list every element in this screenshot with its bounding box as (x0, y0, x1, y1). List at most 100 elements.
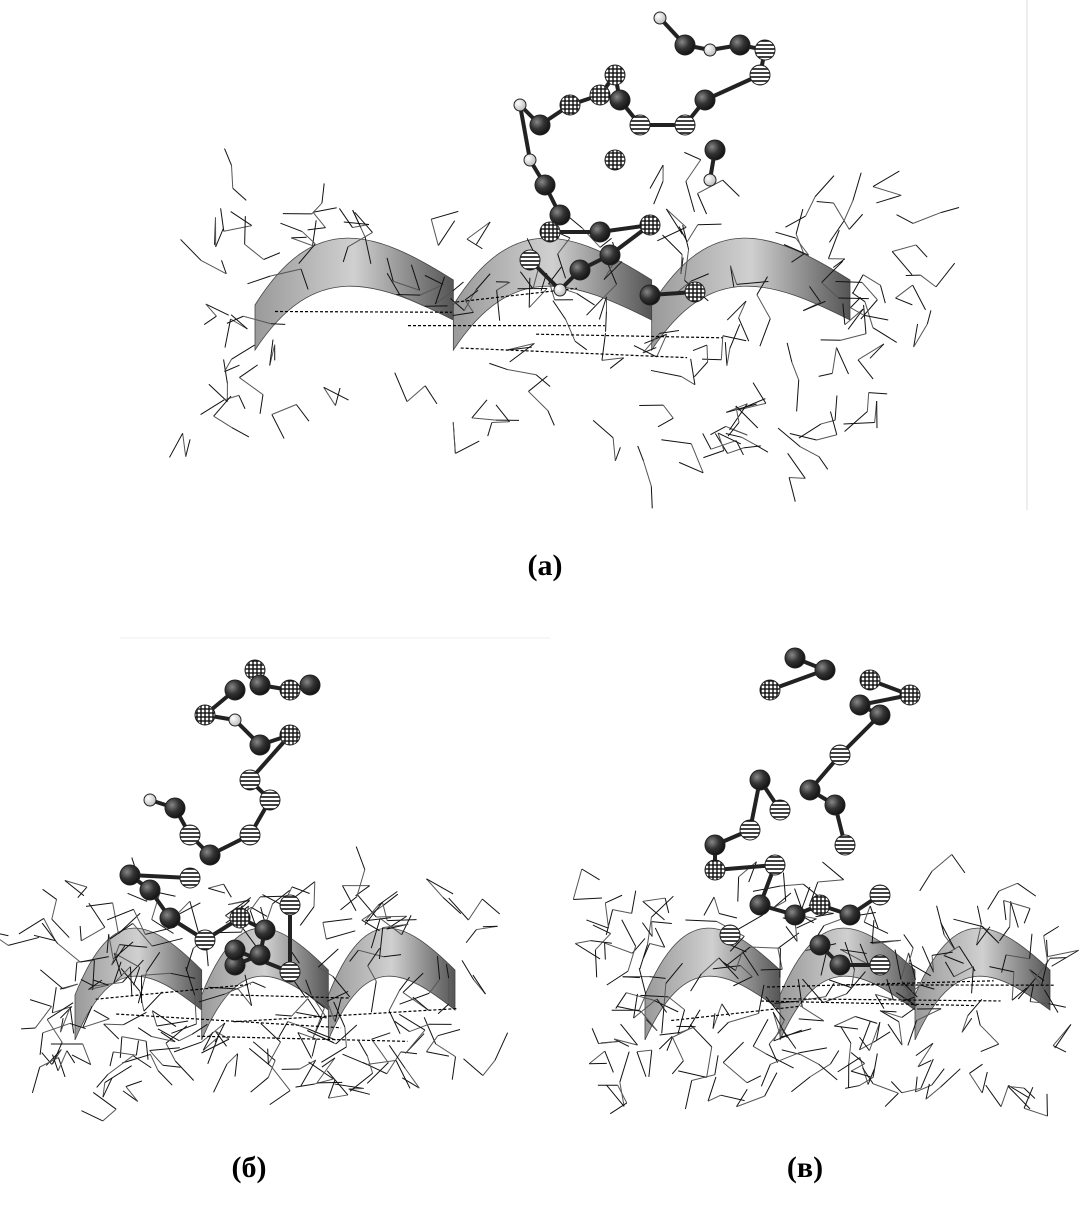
bond (962, 1016, 968, 1033)
atom (180, 868, 200, 888)
bond (313, 212, 325, 227)
bond (663, 405, 673, 418)
atom (705, 860, 725, 880)
atom (144, 794, 156, 806)
bond (67, 1051, 75, 1063)
bond (250, 897, 260, 911)
bond (245, 216, 246, 244)
atom (900, 685, 920, 705)
bond (553, 301, 566, 320)
bond (214, 1064, 227, 1092)
bond (780, 948, 781, 977)
bond (747, 1076, 761, 1083)
bond (727, 301, 746, 320)
bond (892, 245, 916, 252)
bond (136, 1041, 138, 1056)
bond (52, 899, 57, 919)
atom (870, 885, 890, 905)
bond (858, 360, 873, 379)
bond (1008, 1086, 1030, 1109)
bond (727, 349, 730, 366)
bond (489, 363, 507, 369)
bond (845, 412, 868, 432)
bond (606, 1085, 624, 1106)
bond (692, 1075, 715, 1081)
bond (452, 1057, 455, 1080)
atom (685, 282, 705, 302)
bond (356, 847, 365, 870)
bond (643, 901, 665, 919)
bond (800, 1054, 818, 1064)
bond (275, 1015, 291, 1016)
bond (661, 440, 691, 444)
atom (240, 825, 260, 845)
page: {"panels": [{"label": "(a)"}, {"label": … (0, 0, 1089, 1214)
bond (425, 386, 437, 404)
bond (413, 997, 428, 1010)
atom (195, 930, 215, 950)
atom (120, 865, 140, 885)
bond (396, 294, 420, 295)
bond (1049, 1004, 1066, 1008)
bond (8, 937, 39, 945)
bond (166, 1043, 175, 1061)
bond (1010, 901, 1011, 926)
bond (605, 943, 633, 953)
bond (704, 897, 714, 915)
bond (714, 897, 719, 914)
atom (530, 115, 550, 135)
bond (726, 426, 747, 435)
bond (453, 282, 464, 291)
bond (663, 235, 683, 254)
bond (206, 304, 229, 315)
atom (640, 285, 660, 305)
bond (317, 1082, 342, 1083)
bond (637, 1052, 646, 1077)
bond (832, 348, 836, 374)
bond (365, 905, 378, 921)
bond (160, 893, 176, 896)
bond (150, 1048, 180, 1051)
atom (835, 835, 855, 855)
bond (221, 208, 224, 231)
bond (654, 181, 663, 204)
atom (730, 35, 750, 55)
bond (791, 1077, 810, 1092)
bond (921, 1059, 933, 1088)
bond (953, 919, 982, 926)
bond (21, 1028, 35, 1029)
atom (750, 895, 770, 915)
bond (836, 348, 848, 375)
bond (831, 1051, 839, 1064)
atom (860, 670, 880, 690)
atom (675, 115, 695, 135)
bond (916, 1043, 933, 1055)
bond (686, 181, 695, 211)
hydrogen-bond (275, 312, 452, 313)
bond (52, 987, 56, 1013)
bond (208, 888, 225, 893)
bond (80, 926, 81, 941)
bond (150, 1054, 158, 1070)
atom (810, 935, 830, 955)
bond (322, 1058, 335, 1067)
atom (760, 680, 780, 700)
bond (472, 418, 496, 420)
bond (1024, 1087, 1033, 1108)
bond (841, 334, 866, 340)
bond (359, 1041, 368, 1056)
bond (651, 370, 681, 376)
atom (520, 250, 540, 270)
bond (655, 928, 664, 947)
bond (841, 1026, 851, 1043)
bond (845, 1086, 859, 1089)
bond (739, 301, 746, 318)
bond (438, 221, 454, 246)
bond (113, 1052, 136, 1055)
bond (873, 1053, 877, 1077)
bond (94, 1010, 110, 1019)
bond (614, 1039, 637, 1045)
atom (695, 90, 715, 110)
bond (89, 903, 105, 927)
bond (769, 1044, 777, 1063)
